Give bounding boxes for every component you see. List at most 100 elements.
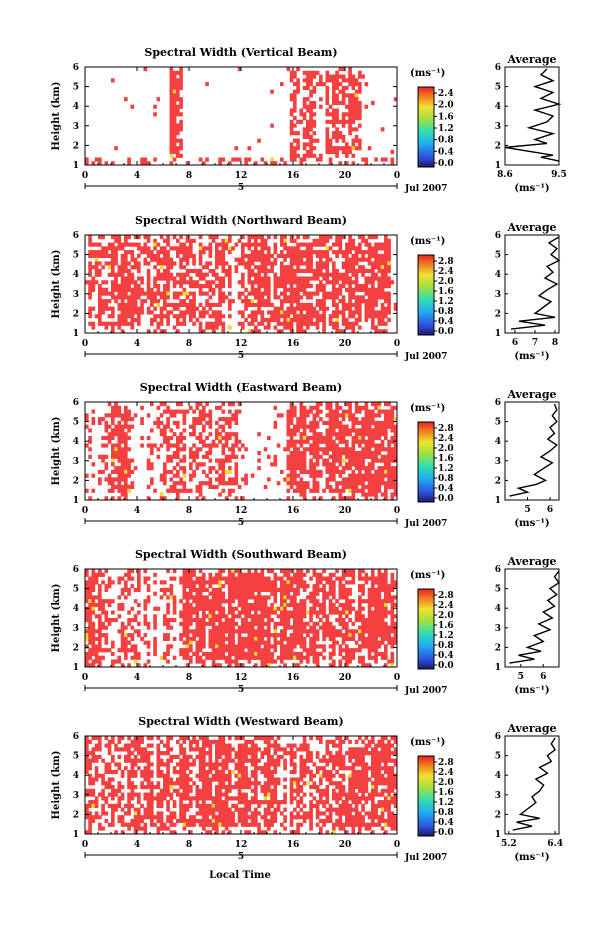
data-cell [267,569,271,574]
data-cell [124,484,128,490]
data-cell [384,614,388,619]
data-cell [387,443,391,448]
data-cell [273,587,278,593]
data-cell [367,242,372,247]
data-cell [348,74,352,79]
data-cell [328,246,333,251]
data-cell [101,621,105,626]
data-cell [228,250,232,255]
data-cell [189,473,193,478]
data-cell [198,648,203,653]
data-cell [120,435,125,441]
data-cell [247,569,252,574]
data-cell [299,614,304,619]
data-cell [192,420,196,426]
data-cell [361,265,365,270]
data-cell [293,409,297,414]
data-cell [302,100,307,106]
data-cell [156,287,161,292]
data-cell [289,317,294,323]
data-cell [146,261,151,266]
data-cell [374,329,378,334]
data-cell [143,161,148,166]
data-cell [289,595,294,600]
data-cell [332,146,336,151]
data-cell [198,659,203,664]
data-cell [244,261,248,266]
data-cell [254,272,258,277]
data-cell [351,477,356,482]
data-cell [299,625,304,630]
data-cell [198,268,203,274]
data-cell [358,477,362,482]
data-cell [319,153,323,158]
data-cell [280,636,284,642]
data-cell [189,591,193,596]
data-cell [182,587,187,593]
data-cell [387,439,391,444]
data-cell [104,291,109,296]
data-cell [185,302,190,308]
data-cell [283,287,287,292]
data-cell [296,287,300,292]
data-cell [91,644,96,649]
data-cell [361,439,365,444]
data-cell [172,119,177,124]
data-cell [289,402,294,407]
data-cell [315,420,320,426]
data-cell [319,644,323,649]
data-cell [348,451,352,456]
data-cell [364,402,369,407]
data-cell [371,295,375,300]
data-cell [390,454,395,459]
avg-y-tick-label: 2 [495,309,501,319]
data-cell [354,272,359,277]
data-cell [153,618,157,623]
data-cell [380,572,385,577]
data-cell [312,85,317,91]
data-cell [137,314,141,319]
data-cell [280,242,284,247]
data-cell [189,268,193,274]
data-cell [221,261,226,266]
data-cell [107,481,112,486]
data-cell [309,276,313,281]
data-cell [306,629,310,634]
data-cell [263,242,268,247]
data-cell [195,462,200,467]
data-cell [361,599,365,604]
data-cell [237,655,242,660]
data-cell [361,447,365,452]
data-cell [117,576,122,581]
data-cell [127,409,131,414]
data-cell [302,291,307,296]
data-cell [270,310,274,315]
data-cell [198,488,203,493]
data-cell [325,93,330,98]
data-cell [221,595,226,600]
data-cell [341,417,346,422]
data-cell [130,299,135,304]
data-cell [312,655,317,660]
data-cell [257,242,261,247]
data-cell [306,484,310,490]
data-cell [354,428,359,433]
data-cell [387,640,391,645]
data-cell [159,580,164,585]
data-cell [293,146,297,151]
data-cell [273,659,278,664]
data-cell [302,302,307,308]
data-cell [146,268,151,274]
data-cell [107,413,112,418]
data-cell [351,104,356,109]
data-cell [325,238,330,243]
data-cell [218,280,222,285]
data-cell [348,462,352,467]
data-cell [302,458,307,463]
data-cell [367,280,372,285]
data-cell [215,405,219,410]
data-cell [218,284,222,289]
data-cell [260,238,265,243]
data-cell [228,466,232,471]
data-cell [309,405,313,410]
